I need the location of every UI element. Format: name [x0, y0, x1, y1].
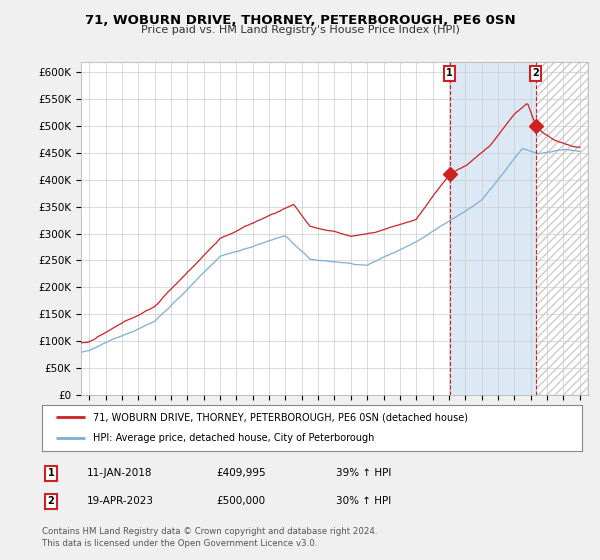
Text: 19-APR-2023: 19-APR-2023 [87, 496, 154, 506]
Text: £500,000: £500,000 [216, 496, 265, 506]
Text: 1: 1 [47, 468, 55, 478]
Text: 11-JAN-2018: 11-JAN-2018 [87, 468, 152, 478]
Text: £409,995: £409,995 [216, 468, 266, 478]
Text: Contains HM Land Registry data © Crown copyright and database right 2024.: Contains HM Land Registry data © Crown c… [42, 528, 377, 536]
Text: HPI: Average price, detached house, City of Peterborough: HPI: Average price, detached house, City… [94, 433, 374, 444]
Bar [536, 62, 588, 395]
Text: 71, WOBURN DRIVE, THORNEY, PETERBOROUGH, PE6 0SN (detached house): 71, WOBURN DRIVE, THORNEY, PETERBOROUGH,… [94, 412, 469, 422]
Text: 2: 2 [532, 68, 539, 78]
Text: 71, WOBURN DRIVE, THORNEY, PETERBOROUGH, PE6 0SN: 71, WOBURN DRIVE, THORNEY, PETERBOROUGH,… [85, 14, 515, 27]
Text: 39% ↑ HPI: 39% ↑ HPI [336, 468, 391, 478]
Text: 30% ↑ HPI: 30% ↑ HPI [336, 496, 391, 506]
Bar [449, 62, 536, 395]
Text: 1: 1 [446, 68, 453, 78]
Text: Price paid vs. HM Land Registry's House Price Index (HPI): Price paid vs. HM Land Registry's House … [140, 25, 460, 35]
Bar [536, 62, 588, 395]
Text: 2: 2 [47, 496, 55, 506]
Text: This data is licensed under the Open Government Licence v3.0.: This data is licensed under the Open Gov… [42, 539, 317, 548]
